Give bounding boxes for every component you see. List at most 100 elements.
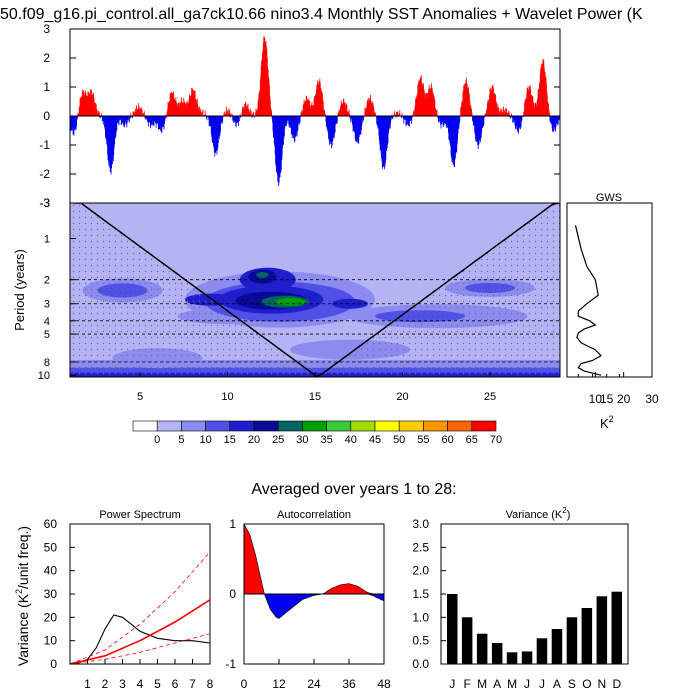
ts-anomaly-bar xyxy=(104,116,105,128)
ts-anomaly-bar xyxy=(478,116,480,145)
ts-anomaly-bar xyxy=(186,101,188,116)
ts-anomaly-bar xyxy=(252,114,254,116)
ts-anomaly-bar xyxy=(341,103,343,116)
ts-anomaly-bar xyxy=(188,102,189,116)
ts-anomaly-bar xyxy=(486,109,488,116)
ts-anomaly-bar xyxy=(532,102,534,116)
ts-anomaly-bar xyxy=(356,116,358,138)
autocorrelation-panel: Autocorrelation 1 0 -1 0 12 24 36 48 xyxy=(225,509,391,691)
ts-anomaly-bar xyxy=(448,116,449,133)
ts-anomaly-bar xyxy=(393,110,395,116)
ts-anomaly-bar xyxy=(442,116,444,122)
ts-anomaly-bar xyxy=(395,111,397,116)
ts-anomaly-bar xyxy=(175,101,177,116)
ts-anomaly-bar xyxy=(453,116,455,167)
ts-anomaly-bar xyxy=(466,83,468,116)
ts-anomaly-bar xyxy=(477,116,479,149)
ac-ytick-label: 0 xyxy=(229,587,236,601)
ts-anomaly-bar xyxy=(380,116,382,149)
ts-anomaly-bar xyxy=(238,116,239,126)
ts-anomaly-bar xyxy=(558,116,560,120)
ts-anomaly-bar xyxy=(78,108,80,116)
power-ylabel: Variance (K2/unit freq.) xyxy=(14,526,31,666)
ts-anomaly-bar xyxy=(425,93,427,116)
ts-anomaly-bar xyxy=(304,103,306,116)
ts-anomaly-bar xyxy=(250,111,252,116)
ts-anomaly-bar xyxy=(318,84,319,116)
ts-anomaly-bar xyxy=(456,116,458,153)
ts-anomaly-bar xyxy=(406,116,408,124)
ts-anomaly-bar xyxy=(179,103,181,116)
ts-anomaly-bar xyxy=(200,110,202,116)
ts-anomaly-bar xyxy=(103,116,105,122)
ts-anomaly-bar xyxy=(355,116,357,142)
ts-anomaly-bar xyxy=(193,90,195,116)
ts-anomaly-bar xyxy=(403,116,405,124)
ts-anomaly-bar xyxy=(155,116,157,124)
ts-anomaly-bar xyxy=(309,106,311,116)
ts-anomaly-bar xyxy=(418,80,420,116)
ts-anomaly-bar xyxy=(132,116,133,119)
colorbar-swatch xyxy=(471,420,497,432)
ts-anomaly-bar xyxy=(319,82,321,116)
ts-anomaly-bar xyxy=(518,116,520,127)
ac-xtick-label: 12 xyxy=(272,677,286,691)
ts-anomaly-bar xyxy=(520,116,522,130)
ts-anomaly-bar xyxy=(152,116,154,126)
ts-anomaly-bar xyxy=(381,116,383,169)
ts-anomaly-bar xyxy=(327,116,329,133)
ts-anomaly-bar xyxy=(552,116,553,132)
ts-anomaly-bar xyxy=(248,109,249,116)
ts-anomaly-bar xyxy=(70,116,72,131)
ts-anomaly-bar xyxy=(543,66,545,116)
ts-anomaly-bar xyxy=(306,99,308,116)
power-spectrum-line xyxy=(69,551,211,665)
power-xtick-label: 7 xyxy=(189,677,196,691)
ts-anomaly-bar xyxy=(85,90,87,116)
ts-anomaly-bar xyxy=(240,116,242,118)
ts-anomaly-bar xyxy=(80,97,81,116)
ts-anomaly-bar xyxy=(542,59,544,116)
ts-anomaly-bar xyxy=(298,116,300,125)
wavelet-xtick-label: 10 xyxy=(221,391,233,403)
ts-anomaly-bar xyxy=(458,116,460,129)
ts-anomaly-bar xyxy=(328,116,330,140)
ts-anomaly-bar xyxy=(478,116,480,145)
ts-anomaly-bar xyxy=(503,106,504,116)
ts-anomaly-bar xyxy=(224,113,226,116)
ts-anomaly-bar xyxy=(211,116,213,141)
ts-anomaly-bar xyxy=(136,105,137,116)
ts-anomaly-bar xyxy=(388,116,389,134)
ts-anomaly-bar xyxy=(112,116,114,162)
variance-ytick-label: 0.0 xyxy=(412,657,429,671)
ts-anomaly-bar xyxy=(502,108,504,116)
ts-anomaly-bar xyxy=(266,46,267,116)
ts-anomaly-bar xyxy=(157,116,159,124)
colorbar-label: 10 xyxy=(199,434,211,446)
ts-anomaly-bar xyxy=(380,116,382,154)
ts-anomaly-bar xyxy=(535,104,536,116)
ts-anomaly-bar xyxy=(549,112,550,116)
ts-anomaly-bar xyxy=(119,116,121,119)
ts-anomaly-bar xyxy=(444,116,446,124)
ts-anomaly-bar xyxy=(501,111,503,116)
power-ylabel-base: Variance (K xyxy=(15,593,31,666)
ts-anomaly-bar xyxy=(406,116,408,125)
ts-anomaly-bar xyxy=(241,112,243,116)
ts-anomaly-bar xyxy=(129,116,131,119)
ts-anomaly-bar xyxy=(143,111,145,116)
ts-anomaly-bar xyxy=(293,116,294,139)
ts-anomaly-bar xyxy=(105,116,107,140)
ts-anomaly-bar xyxy=(251,116,253,118)
ts-anomaly-bar xyxy=(442,116,444,128)
ts-anomaly-bar xyxy=(201,112,203,116)
autocorrelation-title: Autocorrelation xyxy=(277,509,351,521)
ts-anomaly-bar xyxy=(367,100,368,116)
ts-anomaly-bar xyxy=(74,116,76,128)
variance-xtick-label: F xyxy=(464,677,471,691)
ts-anomaly-bar xyxy=(553,116,555,127)
ts-anomaly-bar xyxy=(125,116,126,123)
ts-anomaly-bar xyxy=(268,79,270,116)
ts-anomaly-bar xyxy=(353,116,355,133)
ts-anomaly-bar xyxy=(147,116,148,122)
